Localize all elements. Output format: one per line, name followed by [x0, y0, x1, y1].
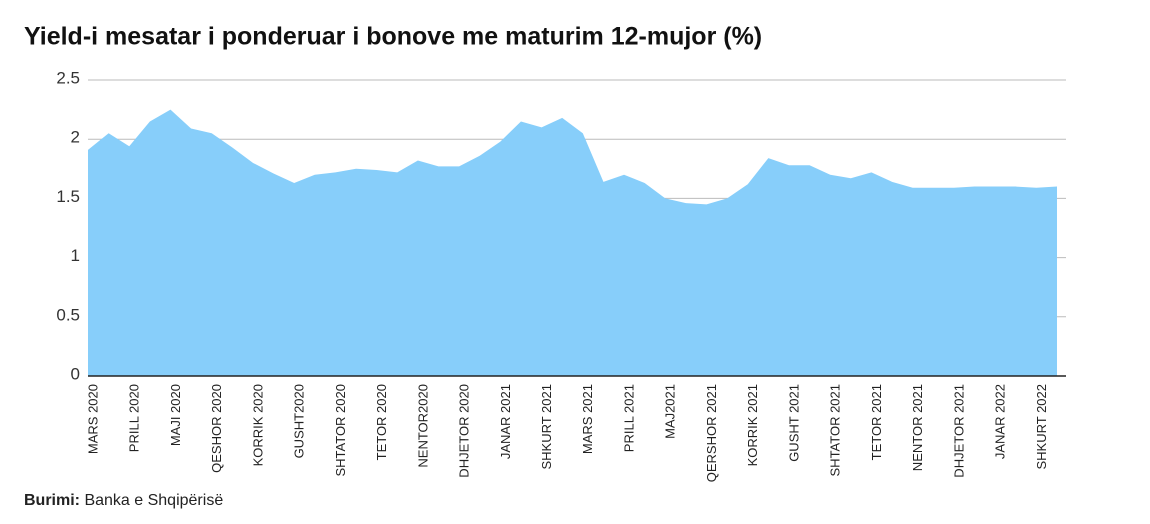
x-tick-label: JANAR 2021 [498, 384, 513, 459]
x-tick-label: MAJ2021 [663, 384, 678, 439]
x-tick-label: GUSHT2020 [292, 384, 307, 458]
source-label: Burimi: [24, 492, 80, 509]
x-tick-label: DHJETOR 2020 [457, 384, 472, 478]
x-tick-label: SHKURT 2022 [1034, 384, 1049, 470]
x-tick-label: MARS 2020 [85, 384, 100, 454]
y-tick-label: 1 [71, 246, 80, 265]
x-tick-label: NENTOR 2021 [910, 384, 925, 471]
y-tick-label: 1.5 [56, 187, 80, 206]
x-tick-label: GUSHT 2021 [786, 384, 801, 462]
x-tick-label: QERSHOR 2021 [704, 384, 719, 482]
x-tick-label: SHTATOR 2020 [333, 384, 348, 476]
x-tick-label: MARS 2021 [580, 384, 595, 454]
x-tick-label: SHTATOR 2021 [828, 384, 843, 476]
x-tick-label: PRILL 2020 [127, 384, 142, 452]
chart-title: Yield-i mesatar i ponderuar i bonove me … [24, 23, 762, 51]
y-tick-label: 2.5 [56, 68, 80, 87]
x-tick-label: MAJI 2020 [168, 384, 183, 446]
x-tick-label: JANAR 2022 [993, 384, 1008, 459]
x-tick-label: QESHOR 2020 [209, 384, 224, 473]
x-tick-label: TETOR 2020 [374, 384, 389, 460]
source: Burimi: Banka e Shqipërisë [24, 492, 223, 509]
x-tick-label: PRILL 2021 [621, 384, 636, 452]
x-tick-label: SHKURT 2021 [539, 384, 554, 470]
area [88, 109, 1057, 376]
y-tick-label: 2 [71, 128, 80, 147]
y-tick-label: 0.5 [56, 305, 80, 324]
x-tick-label: KORRIK 2021 [745, 384, 760, 466]
x-tick-label: TETOR 2021 [869, 384, 884, 460]
x-tick-label: DHJETOR 2021 [951, 384, 966, 478]
x-tick-label: NENTOR2020 [415, 384, 430, 468]
x-tick-label: KORRIK 2020 [250, 384, 265, 466]
source-text: Banka e Shqipërisë [84, 492, 223, 509]
y-tick-label: 0 [71, 364, 80, 383]
